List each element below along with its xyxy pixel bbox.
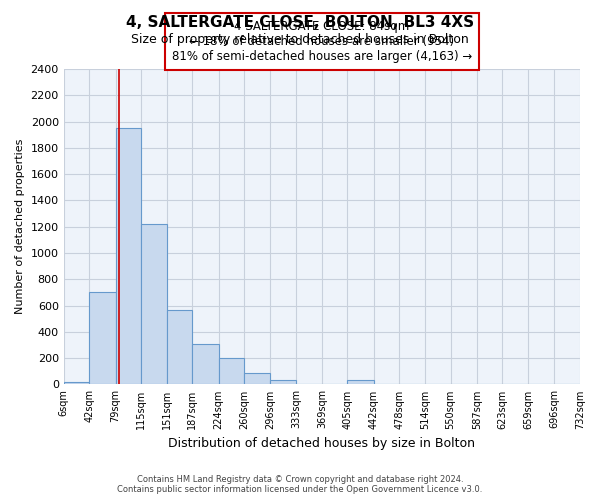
Bar [244,374,270,384]
Text: Contains HM Land Registry data © Crown copyright and database right 2024.
Contai: Contains HM Land Registry data © Crown c… [118,474,482,494]
Bar [116,128,141,384]
X-axis label: Distribution of detached houses by size in Bolton: Distribution of detached houses by size … [169,437,475,450]
Bar [347,380,374,384]
Bar [89,292,116,384]
Text: 4 SALTERGATE CLOSE: 84sqm
← 18% of detached houses are smaller (954)
81% of semi: 4 SALTERGATE CLOSE: 84sqm ← 18% of detac… [172,20,472,62]
Bar [193,344,219,385]
Bar [219,358,244,384]
Text: Size of property relative to detached houses in Bolton: Size of property relative to detached ho… [131,32,469,46]
Text: 4, SALTERGATE CLOSE, BOLTON, BL3 4XS: 4, SALTERGATE CLOSE, BOLTON, BL3 4XS [126,15,474,30]
Bar [270,380,296,384]
Bar [167,310,193,384]
Y-axis label: Number of detached properties: Number of detached properties [15,139,25,314]
Bar [64,382,89,384]
Bar [141,224,167,384]
